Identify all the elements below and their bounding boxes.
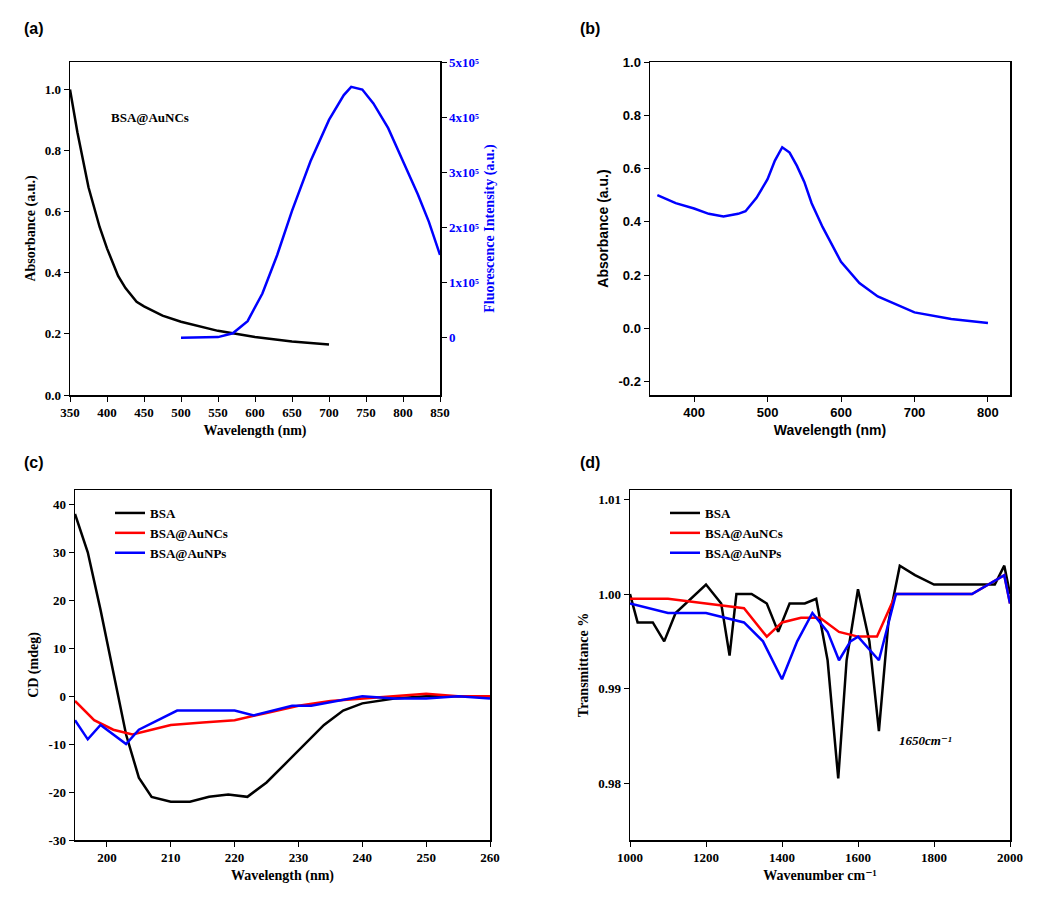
svg-text:550: 550: [208, 405, 228, 420]
svg-text:Transmittance %: Transmittance %: [576, 613, 591, 717]
svg-text:400: 400: [97, 405, 117, 420]
svg-text:BSA@AuNPs: BSA@AuNPs: [705, 546, 781, 561]
svg-text:400: 400: [683, 405, 705, 420]
svg-text:600: 600: [830, 405, 852, 420]
svg-text:1.0: 1.0: [45, 82, 61, 97]
svg-text:Absorbance (a.u.): Absorbance (a.u.): [595, 169, 611, 287]
svg-text:CD (mdeg): CD (mdeg): [26, 632, 42, 698]
svg-text:1800: 1800: [921, 850, 947, 865]
svg-text:650: 650: [282, 405, 302, 420]
svg-text:(a): (a): [24, 20, 44, 37]
svg-text:0.4: 0.4: [623, 214, 642, 229]
svg-text:260: 260: [480, 850, 500, 865]
svg-text:(d): (d): [580, 454, 600, 471]
svg-text:-0.2: -0.2: [618, 374, 640, 389]
svg-text:350: 350: [60, 405, 80, 420]
svg-text:Wavelength (nm): Wavelength (nm): [774, 422, 886, 438]
svg-text:BSA@AuNCs: BSA@AuNCs: [150, 526, 228, 541]
svg-text:0.4: 0.4: [45, 265, 62, 280]
svg-text:0: 0: [449, 330, 456, 345]
svg-text:Wavenumber cm⁻¹: Wavenumber cm⁻¹: [763, 868, 877, 883]
svg-text:BSA@AuNCs: BSA@AuNCs: [705, 526, 783, 541]
svg-text:0.0: 0.0: [45, 388, 61, 403]
svg-text:30: 30: [53, 545, 66, 560]
svg-text:0.8: 0.8: [623, 108, 641, 123]
svg-text:240: 240: [353, 850, 373, 865]
svg-text:-30: -30: [49, 833, 66, 848]
svg-text:0.6: 0.6: [45, 204, 62, 219]
svg-text:BSA@AuNCs: BSA@AuNCs: [111, 110, 189, 125]
svg-text:1400: 1400: [769, 850, 795, 865]
svg-text:1000: 1000: [617, 850, 643, 865]
svg-text:230: 230: [289, 850, 309, 865]
svg-text:210: 210: [161, 850, 181, 865]
svg-text:Wavelength (nm): Wavelength (nm): [203, 423, 306, 439]
svg-text:Wavelength (nm): Wavelength (nm): [231, 868, 334, 884]
svg-text:0.99: 0.99: [598, 681, 621, 696]
svg-text:1600: 1600: [845, 850, 871, 865]
svg-text:200: 200: [97, 850, 117, 865]
svg-text:850: 850: [430, 405, 450, 420]
svg-text:1.0: 1.0: [623, 55, 641, 70]
svg-text:1650cm⁻¹: 1650cm⁻¹: [899, 733, 952, 748]
svg-text:0.98: 0.98: [598, 776, 621, 791]
svg-text:750: 750: [356, 405, 376, 420]
svg-text:-10: -10: [49, 737, 66, 752]
svg-text:0.2: 0.2: [45, 326, 61, 341]
svg-text:0.0: 0.0: [623, 321, 641, 336]
svg-text:(c): (c): [24, 454, 44, 471]
svg-text:220: 220: [225, 850, 245, 865]
svg-text:Absorbance (a.u.): Absorbance (a.u.): [23, 175, 39, 282]
svg-text:20: 20: [53, 593, 66, 608]
svg-text:2x10⁵: 2x10⁵: [449, 220, 479, 235]
svg-text:1.01: 1.01: [598, 492, 621, 507]
svg-text:Fluorescence Intensity (a.u.): Fluorescence Intensity (a.u.): [482, 144, 498, 313]
svg-text:1.00: 1.00: [598, 587, 621, 602]
svg-text:0: 0: [59, 689, 66, 704]
svg-text:0.2: 0.2: [623, 268, 641, 283]
svg-text:4x10⁵: 4x10⁵: [449, 110, 479, 125]
svg-text:5x10⁵: 5x10⁵: [449, 55, 479, 70]
svg-text:(b): (b): [580, 20, 600, 37]
svg-text:BSA: BSA: [705, 506, 731, 521]
svg-text:0.8: 0.8: [45, 143, 62, 158]
svg-text:800: 800: [393, 405, 413, 420]
svg-text:250: 250: [416, 850, 436, 865]
svg-text:BSA: BSA: [150, 506, 176, 521]
svg-text:10: 10: [53, 641, 66, 656]
svg-text:-20: -20: [49, 785, 66, 800]
svg-text:450: 450: [134, 405, 154, 420]
svg-text:600: 600: [245, 405, 265, 420]
svg-text:1200: 1200: [693, 850, 719, 865]
svg-text:0.6: 0.6: [623, 161, 641, 176]
svg-text:700: 700: [904, 405, 926, 420]
svg-text:3x10⁵: 3x10⁵: [449, 165, 479, 180]
svg-text:500: 500: [171, 405, 191, 420]
svg-text:800: 800: [977, 405, 999, 420]
svg-text:BSA@AuNPs: BSA@AuNPs: [150, 546, 226, 561]
svg-text:500: 500: [757, 405, 779, 420]
svg-text:700: 700: [319, 405, 339, 420]
svg-text:2000: 2000: [997, 850, 1023, 865]
svg-text:1x10⁵: 1x10⁵: [449, 275, 479, 290]
svg-text:40: 40: [53, 497, 66, 512]
